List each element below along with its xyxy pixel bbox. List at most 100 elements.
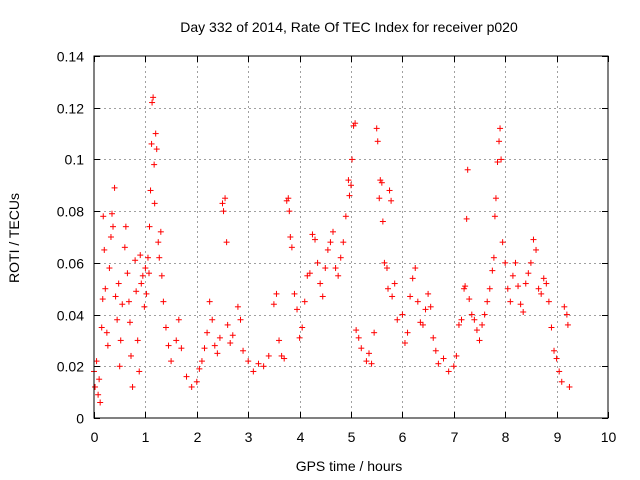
data-point [100,213,107,220]
data-point [450,363,457,370]
data-point [173,337,180,344]
data-point [183,373,190,380]
data-point [155,239,162,246]
data-point [222,195,229,202]
data-point [414,298,421,305]
x-tick-label: 4 [297,429,305,445]
data-point [211,342,218,349]
data-point [479,321,486,328]
data-point [107,234,114,240]
data-point [553,355,560,362]
data-point [417,319,424,326]
data-point [499,239,506,246]
data-point [178,345,185,352]
data-point [296,334,303,341]
data-point [114,316,121,323]
data-point [533,246,540,253]
data-point [227,340,234,347]
data-point [96,376,103,383]
data-point [198,358,205,365]
data-point [374,138,381,145]
data-point [234,303,241,310]
data-point [383,265,390,272]
data-point [152,130,159,137]
data-point [276,337,283,344]
data-point [278,352,285,359]
data-point [142,265,149,272]
x-tick-label: 1 [142,429,150,445]
data-point [388,197,395,204]
data-point [556,368,563,375]
data-point [144,254,151,261]
data-point [206,298,213,305]
data-point [124,270,131,277]
data-point [468,311,475,318]
data-point [97,399,104,406]
data-point [409,275,416,282]
data-point [352,120,359,127]
data-point [219,200,226,207]
axis-ticks: 0 1 2 3 4 5 6 7 8 9 10 0 0.02 0.04 0.06 0.08 0.1 0.12 0.14 [57,49,617,446]
data-point [157,228,164,235]
data-point [368,360,375,367]
data-point [430,334,437,341]
data-point [394,316,401,323]
data-point [497,125,504,132]
data-point [512,259,519,266]
data-point [427,303,434,310]
data-point [435,360,442,367]
data-point [358,345,365,352]
data-point [312,236,319,243]
data-point [548,324,555,331]
data-point [193,378,200,385]
y-axis-label: ROTI / TECUs [6,193,22,283]
data-point [220,208,227,215]
data-point [509,272,516,279]
y-tick-label: 0.1 [65,152,85,168]
data-point [346,192,353,199]
data-point [128,352,135,359]
data-point [214,350,221,357]
data-point [337,254,344,261]
x-tick-label: 8 [502,429,510,445]
data-point [486,285,493,292]
x-tick-label: 0 [91,429,99,445]
data-point [365,350,372,357]
data-point [106,265,113,272]
data-point [309,231,316,238]
data-point [245,358,252,365]
data-point [306,270,313,277]
x-tick-label: 7 [451,429,459,445]
data-point [527,259,534,266]
data-point [196,365,203,372]
x-tick-label: 9 [554,429,562,445]
data-point [462,283,469,290]
data-point [496,138,503,145]
data-point [158,272,165,279]
data-point [143,290,150,297]
data-point [101,246,108,253]
data-point [294,306,301,313]
data-point [147,187,154,194]
data-point [453,352,460,359]
data-point [432,347,439,354]
data-point [463,215,470,222]
data-point [224,321,231,328]
data-point [288,244,295,251]
chart-title: Day 332 of 2014, Rate Of TEC Index for r… [180,19,518,35]
y-tick-label: 0.02 [57,359,84,375]
data-point [348,182,354,189]
data-point [92,383,99,390]
y-tick-label: 0.08 [57,204,84,220]
data-point [381,259,388,266]
x-tick-label: 3 [245,429,253,445]
data-point [99,296,106,303]
data-point [188,383,195,390]
data-point [285,195,292,202]
y-tick-label: 0.12 [57,101,84,117]
data-point [412,265,419,272]
data-point [104,342,111,349]
data-point [389,293,396,300]
data-point [566,383,573,390]
